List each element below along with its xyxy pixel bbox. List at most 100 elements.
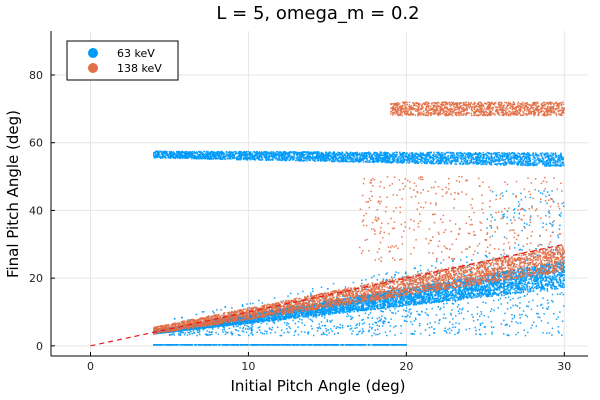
data-point [515, 157, 517, 160]
data-point [540, 155, 543, 158]
data-point [265, 157, 267, 160]
data-point [205, 150, 208, 153]
data-point [524, 156, 526, 158]
data-point [412, 301, 414, 303]
data-point [173, 156, 176, 159]
data-point [556, 163, 558, 165]
data-point [385, 155, 388, 157]
data-point [331, 159, 333, 162]
data-point [364, 151, 366, 154]
data-point [376, 159, 378, 162]
data-point [384, 152, 387, 154]
data-point [170, 155, 172, 157]
data-point [431, 301, 433, 304]
data-point [277, 152, 280, 154]
data-point [228, 152, 231, 154]
data-point [246, 159, 249, 161]
data-point [341, 155, 344, 157]
data-point [157, 151, 159, 154]
data-point [561, 161, 563, 164]
data-point [210, 155, 213, 158]
data-point [407, 155, 410, 158]
data-point [372, 159, 375, 162]
data-point [164, 150, 167, 153]
data-point [160, 157, 162, 159]
data-point [375, 151, 377, 154]
data-point [160, 151, 162, 153]
data-point [437, 156, 439, 159]
data-point [216, 152, 219, 155]
data-point [246, 156, 249, 159]
data-point [382, 159, 385, 161]
data-point [509, 153, 511, 155]
data-point [477, 162, 479, 165]
data-point [423, 301, 425, 303]
data-point [275, 157, 278, 159]
data-point [432, 160, 434, 163]
data-point [368, 153, 370, 155]
data-point [475, 163, 478, 165]
data-point [225, 152, 228, 154]
data-point [501, 152, 503, 155]
data-point [504, 164, 506, 166]
data-point [202, 152, 205, 155]
data-point [306, 158, 309, 160]
data-point [223, 154, 225, 156]
data-point [471, 158, 473, 161]
data-point [486, 161, 489, 163]
data-point [435, 292, 437, 295]
data-point [490, 295, 492, 297]
data-point [331, 311, 333, 313]
data-point [496, 152, 498, 154]
data-point [497, 156, 500, 159]
data-point [380, 154, 383, 156]
data-point [263, 318, 266, 320]
data-point [457, 157, 460, 159]
data-point [362, 303, 365, 305]
data-point [504, 159, 506, 161]
data-point [334, 154, 337, 157]
data-point [526, 155, 529, 158]
data-point [189, 156, 192, 159]
data-point [429, 157, 431, 160]
data-point [420, 157, 423, 159]
data-point [396, 153, 398, 156]
data-point [422, 157, 425, 160]
data-point [334, 156, 337, 158]
data-point [278, 155, 280, 157]
data-point [487, 288, 490, 291]
data-point [320, 154, 323, 157]
data-point [238, 151, 240, 154]
data-point [496, 153, 498, 155]
data-point [415, 160, 418, 162]
data-point [497, 162, 499, 165]
data-point [157, 153, 159, 155]
data-point [499, 157, 502, 159]
data-point [435, 157, 438, 160]
data-point [324, 154, 327, 157]
data-point [215, 157, 217, 160]
data-point [302, 151, 305, 154]
data-point [426, 152, 429, 154]
data-point [507, 290, 510, 292]
data-point [458, 155, 461, 157]
data-point [483, 159, 485, 162]
data-point [509, 161, 511, 163]
data-point [455, 156, 457, 159]
data-point [296, 159, 298, 161]
data-point [193, 154, 196, 157]
data-point [495, 152, 497, 154]
data-point [506, 152, 509, 155]
data-point [297, 152, 299, 155]
data-point [204, 157, 206, 159]
data-point [410, 154, 413, 156]
data-point [524, 156, 527, 159]
data-point [524, 162, 526, 165]
data-point [339, 160, 342, 162]
data-point [488, 151, 490, 154]
data-point [302, 154, 304, 157]
data-point [494, 153, 496, 155]
data-point [434, 297, 437, 300]
data-point [461, 158, 463, 161]
data-point [251, 156, 254, 159]
